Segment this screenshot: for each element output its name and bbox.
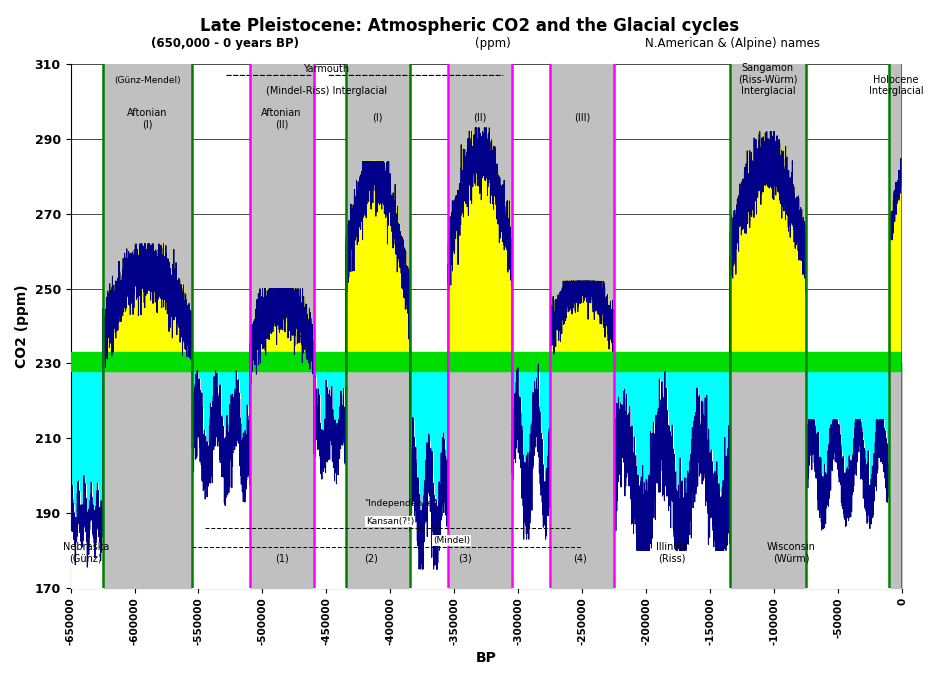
Text: (3): (3) [458,554,471,564]
Text: (ppm): (ppm) [475,37,511,50]
Bar [448,64,512,588]
Bar [889,64,902,588]
Bar [550,363,614,588]
Text: Nebraska
(Günz): Nebraska (Günz) [63,542,109,564]
Text: (Mindel): (Mindel) [433,536,470,545]
Bar [730,64,807,588]
Bar [409,363,448,588]
Text: (650,000 - 0 years BP): (650,000 - 0 years BP) [151,37,300,50]
Bar [346,64,409,588]
Text: "Independence": "Independence" [364,498,438,507]
Text: Aftonian
(II): Aftonian (II) [261,108,302,130]
Text: Holocene
Interglacial: Holocene Interglacial [869,75,923,96]
Bar [550,64,614,588]
Bar [346,363,409,588]
Text: (Günz-Mendel): (Günz-Mendel) [114,76,180,85]
Bar [102,363,192,588]
Text: Aftonian
(I): Aftonian (I) [127,108,167,130]
Text: N.American & (Alpine) names: N.American & (Alpine) names [645,37,820,50]
Text: (1): (1) [275,554,288,564]
Bar [512,363,550,588]
Text: (2): (2) [364,554,378,564]
Bar [889,363,902,588]
Text: (III): (III) [575,112,591,122]
Bar [807,363,889,588]
Bar [192,363,250,588]
Bar [102,64,192,588]
Text: Late Pleistocene: Atmospheric CO2 and the Glacial cycles: Late Pleistocene: Atmospheric CO2 and th… [200,17,739,35]
Text: Yarmouth: Yarmouth [303,64,349,73]
Bar [70,352,902,371]
Text: Wisconsin
(Würm): Wisconsin (Würm) [766,542,815,564]
Text: (II): (II) [473,112,486,122]
Bar [730,363,807,588]
Bar [70,363,102,588]
Bar [314,363,346,588]
Bar [614,363,730,588]
Y-axis label: CO2 (ppm): CO2 (ppm) [15,284,29,368]
Bar [448,363,512,588]
Text: (I): (I) [373,112,383,122]
Bar [250,64,314,588]
Bar [250,363,314,588]
Text: (4): (4) [573,554,587,564]
Text: Illinois
(Riss): Illinois (Riss) [656,542,687,564]
Text: Kansan(?!): Kansan(?!) [366,517,414,526]
Text: Sangamon
(Riss-Würm)
Interglacial: Sangamon (Riss-Würm) Interglacial [738,63,797,96]
Text: (Mindel-Riss) Interglacial: (Mindel-Riss) Interglacial [266,86,387,96]
X-axis label: BP: BP [476,651,497,665]
